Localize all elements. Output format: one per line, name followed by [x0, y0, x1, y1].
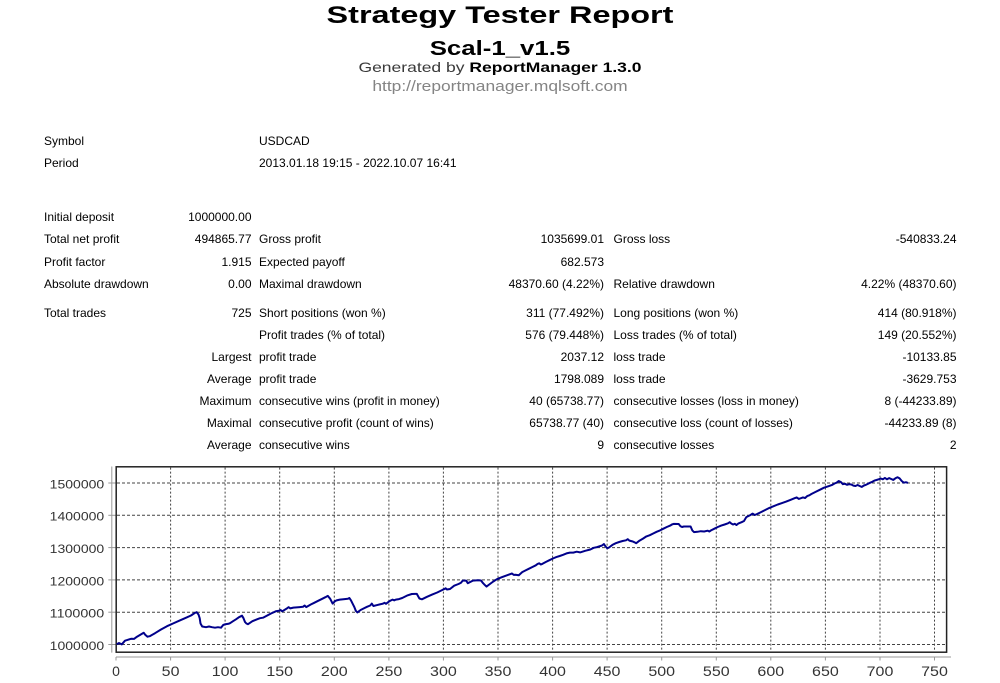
- svg-text:250: 250: [376, 663, 403, 679]
- svg-text:750: 750: [921, 663, 948, 679]
- svg-text:1200000: 1200000: [50, 574, 105, 588]
- svg-text:600: 600: [757, 663, 784, 679]
- svg-text:50: 50: [162, 663, 180, 679]
- svg-text:450: 450: [594, 663, 621, 679]
- svg-text:650: 650: [812, 663, 839, 679]
- svg-text:500: 500: [648, 663, 675, 679]
- svg-text:1400000: 1400000: [50, 510, 105, 524]
- svg-text:1000000: 1000000: [50, 639, 105, 653]
- svg-text:350: 350: [485, 663, 512, 679]
- svg-text:400: 400: [539, 663, 566, 679]
- svg-text:1300000: 1300000: [50, 542, 105, 556]
- svg-text:700: 700: [867, 663, 894, 679]
- svg-text:300: 300: [430, 663, 457, 679]
- svg-text:550: 550: [703, 663, 730, 679]
- svg-text:150: 150: [266, 663, 293, 679]
- svg-text:1100000: 1100000: [50, 607, 105, 621]
- svg-text:200: 200: [321, 663, 348, 679]
- svg-text:1500000: 1500000: [50, 477, 105, 491]
- svg-text:100: 100: [212, 663, 239, 679]
- svg-text:0: 0: [112, 663, 120, 679]
